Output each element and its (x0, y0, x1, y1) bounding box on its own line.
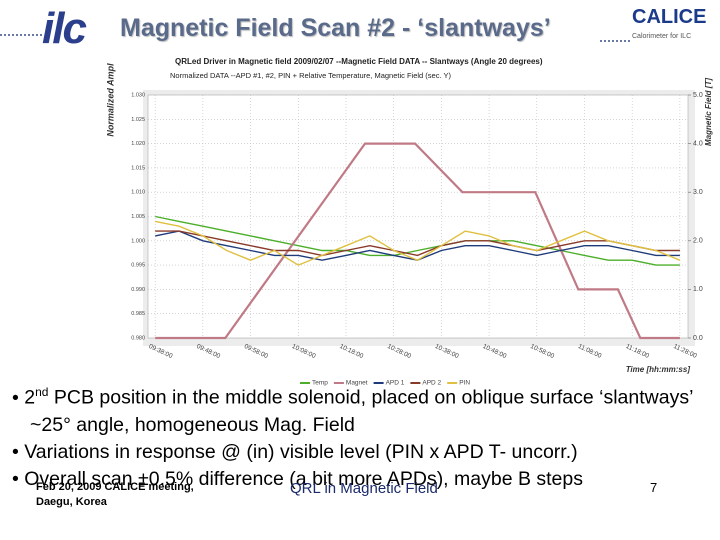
chart-subtitle: Normalized DATA --APD #1, #2, PIN + Rela… (170, 71, 452, 80)
series-line (155, 215, 680, 266)
logo-calice: CALICE (632, 6, 707, 28)
y2-tick-label: 2.0 (693, 238, 703, 245)
footer-left: Feb 20, 2009 CALICE meeting, Daegu, Kore… (36, 481, 194, 508)
bullet: Variations in response @ (in) visible le… (4, 439, 716, 466)
y-tick-label: 1.000 (131, 238, 145, 244)
y-tick-label: 1.015 (131, 165, 145, 171)
y-tick-label: 1.030 (131, 92, 145, 98)
y-tick-label: 0.990 (131, 287, 145, 293)
y-tick-label: 0.985 (131, 311, 145, 317)
decor-dots (0, 34, 42, 36)
y-tick-label: 0.980 (131, 335, 145, 341)
y-tick-label: 1.025 (131, 117, 145, 123)
series-line (155, 230, 680, 257)
y-tick-label: 0.995 (131, 263, 145, 269)
slide-title: Magnetic Field Scan #2 - ‘slantways’ (120, 14, 551, 42)
logo-subtitle: Calorimeter for ILC (632, 33, 692, 40)
bullet-text: nd (35, 385, 49, 399)
y-tick-label: 1.005 (131, 214, 145, 220)
bullet-text: Overall scan ±0.5% difference (a bit mor… (24, 467, 583, 490)
bullet-text: Variations in response @ (in) visible le… (24, 440, 578, 463)
bullet-list: 2nd PCB position in the middle solenoid,… (4, 379, 716, 493)
bullet: 2nd PCB position in the middle solenoid,… (4, 379, 716, 439)
y2-axis-label: Magnetic Field [T] (704, 78, 713, 146)
decor-dots (600, 40, 630, 42)
chart: QRLed Driver in Magnetic field 2009/02/0… (105, 57, 713, 387)
page-number: 7 (650, 480, 658, 495)
bullet: Overall scan ±0.5% difference (a bit mor… (4, 466, 716, 493)
bullet-text: 2 (24, 386, 36, 409)
bullet-text: PCB position in the middle solenoid, pla… (30, 386, 693, 436)
footer-center: QRL in Magnetic Field (290, 480, 438, 497)
chart-title: QRLed Driver in Magnetic field 2009/02/0… (175, 57, 543, 66)
y-tick-label: 1.020 (131, 141, 145, 147)
y-axis-label: Normalized Ampl (105, 63, 115, 137)
y-tick-label: 1.010 (131, 190, 145, 196)
series-line (155, 220, 681, 266)
series-line (155, 142, 680, 340)
y2-tick-label: 1.0 (693, 286, 703, 293)
y2-tick-label: 5.0 (693, 92, 703, 99)
y2-tick-label: 3.0 (693, 189, 703, 196)
y2-tick-label: 0.0 (693, 335, 703, 342)
x-axis-label: Time [hh:mm:ss] (626, 365, 691, 374)
y2-tick-label: 4.0 (693, 140, 703, 147)
logo-ilc: ilc (42, 4, 87, 53)
